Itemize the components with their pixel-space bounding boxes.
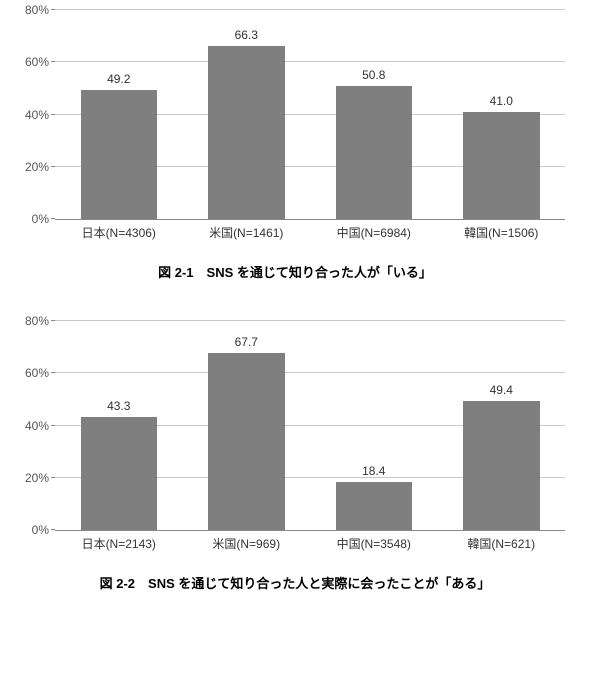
bar-value-label: 67.7 xyxy=(235,335,258,349)
y-axis-label: 60% xyxy=(25,366,55,380)
y-axis-label: 40% xyxy=(25,419,55,433)
bar-value-label: 49.4 xyxy=(490,383,513,397)
x-axis-label: 中国(N=3548) xyxy=(310,531,438,551)
x-axis-label: 韓国(N=1506) xyxy=(438,220,566,240)
x-labels: 日本(N=4306)米国(N=1461)中国(N=6984)韓国(N=1506) xyxy=(55,220,565,240)
bar-slot: 49.4 xyxy=(438,321,566,530)
y-axis-label: 20% xyxy=(25,160,55,174)
y-axis-label: 0% xyxy=(32,523,55,537)
bar-slot: 18.4 xyxy=(310,321,438,530)
bar-value-label: 49.2 xyxy=(107,72,130,86)
x-axis-label: 中国(N=6984) xyxy=(310,220,438,240)
x-axis-label: 韓国(N=621) xyxy=(438,531,566,551)
chart-caption: 図 2-2 SNS を通じて知り合った人と実際に会ったことが「ある」 xyxy=(15,573,575,592)
y-axis-label: 20% xyxy=(25,471,55,485)
chart-area: 0%20%40%60%80%43.367.718.449.4日本(N=2143)… xyxy=(55,321,565,551)
bar-value-label: 50.8 xyxy=(362,68,385,82)
bar xyxy=(336,482,413,530)
bar-value-label: 43.3 xyxy=(107,399,130,413)
bar-value-label: 41.0 xyxy=(490,94,513,108)
plot-area: 0%20%40%60%80%49.266.350.841.0 xyxy=(55,10,565,220)
y-axis-label: 40% xyxy=(25,108,55,122)
bar-slot: 67.7 xyxy=(183,321,311,530)
bar-slot: 41.0 xyxy=(438,10,566,219)
bar-value-label: 66.3 xyxy=(235,28,258,42)
chart-2: 0%20%40%60%80%43.367.718.449.4日本(N=2143)… xyxy=(15,321,575,592)
y-axis-label: 0% xyxy=(32,212,55,226)
chart-area: 0%20%40%60%80%49.266.350.841.0日本(N=4306)… xyxy=(55,10,565,240)
bar-value-label: 18.4 xyxy=(362,464,385,478)
bar xyxy=(81,90,158,219)
y-axis-label: 80% xyxy=(25,3,55,17)
chart-1: 0%20%40%60%80%49.266.350.841.0日本(N=4306)… xyxy=(15,10,575,281)
bar xyxy=(208,353,285,530)
plot-area: 0%20%40%60%80%43.367.718.449.4 xyxy=(55,321,565,531)
x-axis-label: 米国(N=969) xyxy=(183,531,311,551)
chart-caption: 図 2-1 SNS を通じて知り合った人が「いる」 xyxy=(15,262,575,281)
y-axis-label: 60% xyxy=(25,55,55,69)
x-axis-label: 日本(N=4306) xyxy=(55,220,183,240)
bar-slot: 43.3 xyxy=(55,321,183,530)
x-labels: 日本(N=2143)米国(N=969)中国(N=3548)韓国(N=621) xyxy=(55,531,565,551)
bar-slot: 49.2 xyxy=(55,10,183,219)
bar-slot: 66.3 xyxy=(183,10,311,219)
bar xyxy=(463,112,540,219)
bar xyxy=(208,46,285,219)
x-axis-label: 米国(N=1461) xyxy=(183,220,311,240)
bar xyxy=(463,401,540,530)
bars-container: 49.2 66.3 50.8 41.0 xyxy=(55,10,565,219)
bar-slot: 50.8 xyxy=(310,10,438,219)
bar xyxy=(336,86,413,219)
y-axis-label: 80% xyxy=(25,314,55,328)
x-axis-label: 日本(N=2143) xyxy=(55,531,183,551)
bar xyxy=(81,417,158,530)
bars-container: 43.3 67.7 18.4 49.4 xyxy=(55,321,565,530)
